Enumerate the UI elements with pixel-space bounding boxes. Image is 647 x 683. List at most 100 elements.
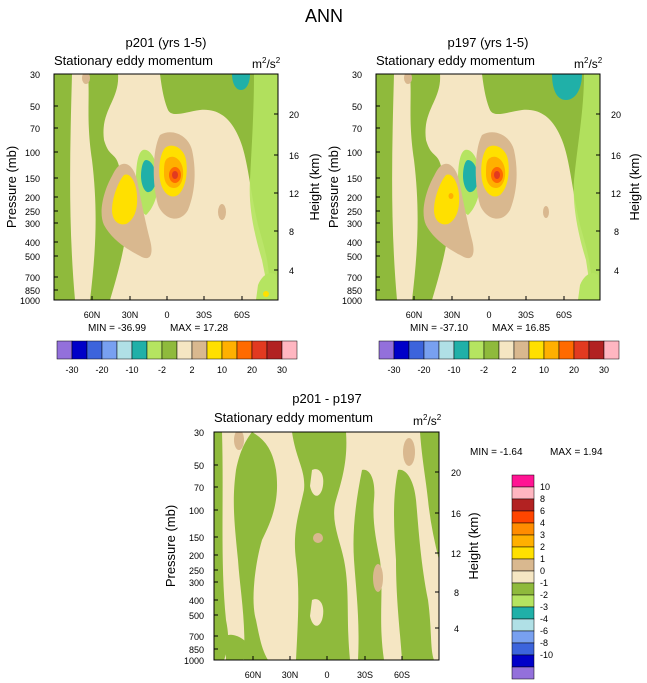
colorbar-label: -3 — [540, 602, 548, 612]
colorbar-label: -30 — [65, 365, 78, 375]
y-tick-label: 700 — [25, 273, 40, 283]
y-tick-label: 100 — [347, 148, 362, 158]
panel-title: p197 (yrs 1-5) — [448, 35, 529, 50]
colorbar-label: 30 — [277, 365, 287, 375]
y-tick-label: 30 — [30, 70, 40, 80]
min-label: MIN = -1.64 — [470, 447, 523, 458]
colorbar — [511, 474, 535, 680]
y-axis-right-label: Height (km) — [466, 512, 481, 579]
y-tick-label: 150 — [347, 174, 362, 184]
colorbar-label: -2 — [540, 590, 548, 600]
y-tick-label: 300 — [347, 219, 362, 229]
colorbar-labels: -30 -20 -10 -2 2 10 20 30 — [65, 365, 287, 375]
panel-title: p201 (yrs 1-5) — [126, 35, 207, 50]
y-axis-right-label: Height (km) — [307, 153, 322, 220]
min-label: MIN = -36.99 — [88, 323, 147, 334]
colorbar-label: 20 — [247, 365, 257, 375]
panel-difference: p201 - p197 Stationary eddy momentum m2/… — [163, 391, 603, 680]
panel-p201: p201 (yrs 1-5) Stationary eddy momentum … — [4, 35, 322, 375]
y-tick-label: 400 — [25, 238, 40, 248]
x-tick-label: 30S — [196, 310, 212, 320]
y-tick-label: 700 — [347, 273, 362, 283]
y-tick-label: 150 — [25, 174, 40, 184]
height-tick-label: 20 — [289, 110, 299, 120]
colorbar — [378, 340, 620, 360]
x-tick-label: 60N — [406, 310, 423, 320]
colorbar-label: 8 — [540, 494, 545, 504]
colorbar-label: 10 — [539, 365, 549, 375]
height-tick-label: 8 — [614, 227, 619, 237]
height-tick-label: 8 — [289, 227, 294, 237]
colorbar-label: -2 — [158, 365, 166, 375]
y-tick-label: 50 — [352, 102, 362, 112]
y-tick-label: 100 — [189, 506, 204, 516]
y-tick-label: 850 — [347, 286, 362, 296]
y-tick-label: 500 — [25, 252, 40, 262]
y-tick-label: 1000 — [184, 656, 204, 666]
y-tick-label: 300 — [189, 578, 204, 588]
page-title: ANN — [305, 6, 343, 26]
colorbar-label: 20 — [569, 365, 579, 375]
x-axis: 60N 30N 0 30S 60S — [406, 296, 572, 320]
y-tick-label: 250 — [25, 207, 40, 217]
x-tick-label: 30S — [357, 670, 373, 680]
y-tick-label: 50 — [30, 102, 40, 112]
y-tick-label: 200 — [25, 193, 40, 203]
max-label: MAX = 16.85 — [492, 323, 551, 334]
y-tick-label: 1000 — [20, 296, 40, 306]
colorbar-label: -20 — [95, 365, 108, 375]
x-tick-label: 0 — [486, 310, 491, 320]
y-axis-pressure: 30 50 70 100 150 200 250 300 400 500 700… — [20, 70, 58, 306]
y-tick-label: 250 — [189, 566, 204, 576]
y-tick-label: 250 — [347, 207, 362, 217]
y-tick-label: 300 — [25, 219, 40, 229]
y-tick-label: 70 — [352, 124, 362, 134]
y-axis-label: Pressure (mb) — [4, 146, 19, 228]
height-tick-label: 12 — [611, 189, 621, 199]
colorbar-label: -30 — [387, 365, 400, 375]
height-tick-label: 12 — [451, 549, 461, 559]
height-tick-label: 16 — [289, 151, 299, 161]
colorbar-label: 10 — [540, 482, 550, 492]
colorbar-label: 2 — [511, 365, 516, 375]
height-tick-label: 16 — [611, 151, 621, 161]
y-axis-right-label: Height (km) — [627, 153, 642, 220]
y-tick-label: 30 — [194, 428, 204, 438]
y-tick-label: 50 — [194, 461, 204, 471]
panel-subtitle: Stationary eddy momentum — [54, 53, 213, 68]
colorbar-label: 6 — [540, 506, 545, 516]
colorbar-label: 2 — [189, 365, 194, 375]
colorbar-label: -20 — [417, 365, 430, 375]
y-tick-label: 70 — [194, 483, 204, 493]
colorbar-label: -2 — [480, 365, 488, 375]
x-tick-label: 0 — [324, 670, 329, 680]
x-tick-label: 0 — [164, 310, 169, 320]
colorbar-label: -6 — [540, 626, 548, 636]
x-tick-label: 30N — [444, 310, 461, 320]
x-tick-label: 30N — [282, 670, 299, 680]
contour-field — [376, 74, 600, 300]
units-label: m2/s2 — [574, 56, 603, 71]
height-tick-label: 12 — [289, 189, 299, 199]
y-tick-label: 150 — [189, 533, 204, 543]
height-tick-label: 20 — [451, 468, 461, 478]
max-label: MAX = 17.28 — [170, 323, 229, 334]
colorbar-label: 1 — [540, 554, 545, 564]
x-tick-label: 30S — [518, 310, 534, 320]
y-axis-pressure: 30 50 70 100 150 200 250 300 400 500 700… — [342, 70, 380, 306]
x-tick-label: 60S — [556, 310, 572, 320]
contour-field — [54, 74, 278, 300]
x-axis: 60N 30N 0 30S 60S — [84, 296, 250, 320]
y-tick-label: 400 — [347, 238, 362, 248]
colorbar-label: -10 — [125, 365, 138, 375]
colorbar-label: -10 — [540, 650, 553, 660]
height-tick-label: 20 — [611, 110, 621, 120]
colorbar-label: -4 — [540, 614, 548, 624]
colorbar-label: 30 — [599, 365, 609, 375]
y-tick-label: 30 — [352, 70, 362, 80]
height-tick-label: 8 — [454, 588, 459, 598]
colorbar-labels: 10 8 6 4 3 2 1 0 -1 -2 -3 -4 -6 -8 -10 — [540, 482, 553, 660]
x-tick-label: 30N — [122, 310, 139, 320]
colorbar-label: 4 — [540, 518, 545, 528]
colorbar-label: -1 — [540, 578, 548, 588]
